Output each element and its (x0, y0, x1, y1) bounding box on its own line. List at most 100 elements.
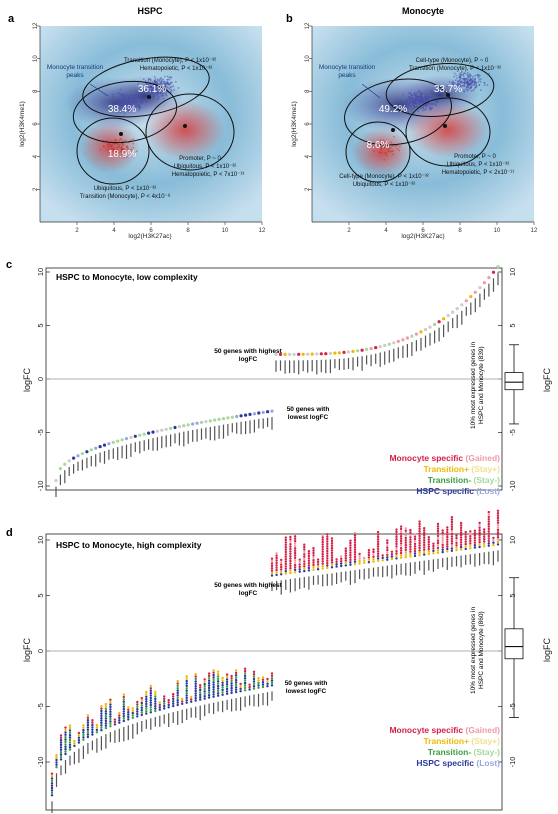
gene-dot (181, 697, 184, 701)
gene-dot (55, 756, 58, 759)
scatter-point (430, 96, 433, 98)
gene-label (118, 728, 120, 743)
gene-dot (478, 541, 481, 544)
scatter-point (469, 79, 471, 82)
panel-label: d (6, 527, 13, 539)
annotation: Transition (Monocyte), P < 1x10⁻³² (124, 58, 216, 64)
gene-label (156, 437, 158, 451)
gene-label (483, 552, 485, 565)
gene-dot (496, 533, 500, 536)
scatter-point (137, 106, 140, 108)
scatter-point (407, 111, 410, 113)
gene-dot (399, 542, 403, 545)
gene-label (82, 745, 84, 759)
tick-label: 8 (458, 228, 462, 234)
gene-dot (113, 720, 117, 724)
gene-dot (423, 527, 426, 530)
gene-label (492, 551, 494, 566)
gene-label (370, 354, 372, 367)
gene-dot (404, 531, 407, 535)
gene-dot (372, 560, 375, 563)
gene-dot (199, 693, 202, 696)
gene-dot (496, 512, 500, 515)
gene-dot (459, 541, 463, 544)
gene-dot (284, 567, 287, 570)
gene-dot (50, 791, 54, 795)
gene-dot (58, 467, 63, 471)
gene-dot (399, 549, 403, 552)
gene-dot (455, 541, 458, 545)
scatter-point (149, 79, 152, 81)
gene-dot (225, 683, 229, 686)
gene-dot (104, 717, 108, 720)
gene-dot (353, 548, 357, 551)
gene-dot (59, 746, 63, 749)
gene-dot (104, 710, 108, 713)
gene-dot (376, 535, 380, 539)
scatter-point (388, 147, 391, 149)
scatter-point (132, 108, 135, 110)
scatter-point (118, 139, 121, 142)
scatter-point (157, 87, 160, 90)
gene-dot (464, 538, 467, 541)
scatter-point (117, 145, 119, 148)
gene-label (192, 430, 194, 442)
gene-dot (64, 752, 67, 756)
gene-dot (230, 684, 233, 687)
gene-dot (487, 530, 490, 533)
gene-dot (446, 547, 449, 551)
scatter-point (110, 152, 112, 154)
gene-dot (423, 536, 426, 539)
gene-label (336, 572, 338, 584)
gene-dot (418, 522, 421, 526)
gene-dot (349, 556, 352, 559)
gene-dot (280, 563, 283, 566)
gene-dot (381, 559, 384, 562)
gene-dot (59, 758, 63, 761)
gene-dot (413, 542, 417, 546)
gene-dot (392, 341, 396, 345)
gene-dot (321, 555, 324, 558)
scatter-point (415, 105, 418, 108)
gene-dot (176, 703, 179, 707)
gene-dot (284, 560, 287, 563)
gene-dot (203, 680, 206, 683)
gene-label (293, 360, 295, 373)
scatter-point (387, 142, 389, 145)
gene-dot (367, 558, 371, 561)
gene-label (316, 360, 318, 375)
gene-dot (483, 535, 486, 538)
scatter-point (476, 73, 479, 76)
gene-label (231, 423, 233, 433)
scatter-point (131, 97, 134, 100)
gene-dot (284, 572, 287, 575)
gene-dot (376, 554, 380, 558)
gene-dot (363, 561, 366, 564)
gene-dot (356, 349, 360, 353)
scatter-point (129, 102, 132, 104)
gene-dot (50, 786, 54, 790)
gene-dot (469, 542, 472, 545)
scatter-point (156, 91, 159, 93)
gene-dot (321, 543, 324, 546)
gene-dot (289, 540, 292, 543)
scatter-point (166, 75, 169, 78)
gene-dot (395, 535, 398, 538)
tick-label: 6 (33, 122, 39, 126)
gene-dot (367, 556, 371, 559)
gene-dot (386, 546, 389, 549)
gene-dot (473, 534, 477, 537)
gene-dot (492, 541, 495, 544)
scatter-point (413, 99, 416, 101)
gene-dot (349, 549, 352, 552)
gene-label (447, 321, 449, 332)
gene-dot (427, 545, 430, 548)
gene-dot (107, 442, 111, 446)
gene-dot (427, 543, 430, 546)
gene-dot (289, 545, 292, 548)
gene-dot (395, 533, 398, 536)
gene-dot (326, 533, 329, 536)
gene-label (409, 562, 411, 576)
gene-dot (353, 538, 357, 542)
gene-dot (312, 566, 315, 569)
